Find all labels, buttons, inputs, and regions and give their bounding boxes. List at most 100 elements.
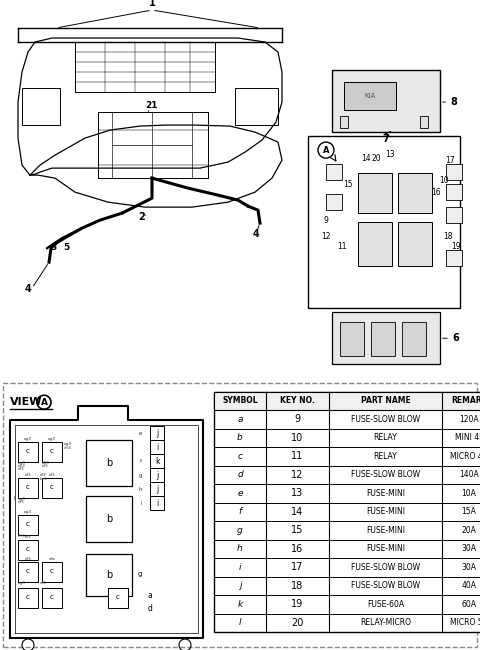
Text: FUSE-MINI: FUSE-MINI <box>366 489 405 498</box>
Text: REMARK: REMARK <box>451 396 480 406</box>
Bar <box>446 207 462 223</box>
Text: 40A: 40A <box>461 581 477 590</box>
Text: 21: 21 <box>146 101 158 110</box>
Text: c: c <box>26 594 30 600</box>
Bar <box>150 454 164 468</box>
Text: cg3: cg3 <box>24 510 32 514</box>
Text: VIEW: VIEW <box>10 397 43 408</box>
Text: cg3: cg3 <box>18 581 26 585</box>
Bar <box>150 468 164 482</box>
Text: cf3: cf3 <box>40 581 47 585</box>
Text: A: A <box>40 398 48 407</box>
Text: 16: 16 <box>431 188 441 197</box>
Text: cf3: cf3 <box>24 534 31 539</box>
Text: i: i <box>156 499 158 508</box>
Text: a: a <box>237 415 243 424</box>
Text: cf3: cf3 <box>24 473 31 476</box>
Text: 140A: 140A <box>459 471 479 480</box>
Bar <box>150 496 164 510</box>
Text: j: j <box>156 429 158 437</box>
Bar <box>308 136 460 308</box>
Text: 11: 11 <box>291 452 304 461</box>
Text: FUSE-SLOW BLOW: FUSE-SLOW BLOW <box>351 581 420 590</box>
Text: cf3: cf3 <box>40 473 47 477</box>
Text: c: c <box>26 568 30 574</box>
Bar <box>86 496 132 542</box>
Text: 19: 19 <box>291 599 304 609</box>
Bar <box>18 540 38 560</box>
Text: be3: be3 <box>40 477 48 481</box>
Text: j: j <box>156 485 158 493</box>
Bar <box>18 442 38 462</box>
Text: FUSE-MINI: FUSE-MINI <box>366 544 405 553</box>
Bar <box>108 588 128 608</box>
Text: 4: 4 <box>24 284 31 294</box>
Text: 8: 8 <box>450 97 457 107</box>
Text: b: b <box>106 458 112 468</box>
Text: c: c <box>26 448 30 454</box>
Text: 15: 15 <box>343 179 353 188</box>
Text: cf3: cf3 <box>48 473 55 476</box>
Text: l: l <box>14 496 15 501</box>
Text: MICRO 5P: MICRO 5P <box>450 618 480 627</box>
Text: 10A: 10A <box>462 489 477 498</box>
Text: 15: 15 <box>291 525 304 536</box>
Text: cg3: cg3 <box>24 437 32 441</box>
Text: 30A: 30A <box>461 563 477 572</box>
Text: SYMBOL: SYMBOL <box>222 396 258 406</box>
Text: 5: 5 <box>63 243 69 252</box>
Text: g: g <box>237 526 243 535</box>
Text: d: d <box>237 471 243 480</box>
FancyBboxPatch shape <box>3 384 477 647</box>
Text: g: g <box>139 473 142 478</box>
Text: 15A: 15A <box>462 508 477 516</box>
Text: h: h <box>237 544 243 553</box>
Bar <box>326 194 342 210</box>
Text: 13: 13 <box>291 488 304 499</box>
Text: cg3: cg3 <box>64 442 72 446</box>
Text: c63: c63 <box>42 461 50 465</box>
Text: k: k <box>238 600 242 609</box>
Text: FUSE-SLOW BLOW: FUSE-SLOW BLOW <box>351 563 420 572</box>
Text: 10: 10 <box>291 433 304 443</box>
Bar <box>446 164 462 180</box>
Text: c: c <box>50 484 54 490</box>
Text: cg3: cg3 <box>18 461 26 465</box>
Text: c: c <box>26 521 30 527</box>
Bar <box>332 312 440 364</box>
Text: RELAY: RELAY <box>373 434 397 443</box>
Text: KEY NO.: KEY NO. <box>280 396 315 406</box>
Bar <box>446 184 462 200</box>
Text: e: e <box>139 431 142 436</box>
Text: 11: 11 <box>337 242 347 251</box>
Bar <box>326 164 342 180</box>
Text: cf3: cf3 <box>18 500 25 504</box>
Text: A: A <box>323 146 329 155</box>
Bar <box>371 322 395 356</box>
Bar <box>340 322 364 356</box>
Text: 12: 12 <box>321 231 331 240</box>
Bar <box>150 440 164 454</box>
Text: 30A: 30A <box>461 544 477 553</box>
Bar <box>18 588 38 608</box>
Bar <box>358 173 392 213</box>
Bar <box>86 440 132 486</box>
Bar <box>332 70 440 132</box>
Text: FUSE-60A: FUSE-60A <box>367 600 404 609</box>
Text: c: c <box>26 484 30 490</box>
Text: 17: 17 <box>445 155 455 164</box>
Text: i: i <box>156 443 158 452</box>
Text: f: f <box>140 459 142 463</box>
Text: 2: 2 <box>139 212 145 222</box>
Text: e: e <box>237 489 243 498</box>
Text: i: i <box>141 500 142 506</box>
Text: c: c <box>50 568 54 574</box>
Bar <box>420 116 428 128</box>
Text: cf3: cf3 <box>42 464 49 468</box>
Text: cg3: cg3 <box>18 497 26 501</box>
Text: 60A: 60A <box>461 600 477 609</box>
Text: b: b <box>106 570 112 580</box>
Bar <box>358 222 392 266</box>
Bar <box>86 554 132 596</box>
Bar <box>42 478 62 498</box>
